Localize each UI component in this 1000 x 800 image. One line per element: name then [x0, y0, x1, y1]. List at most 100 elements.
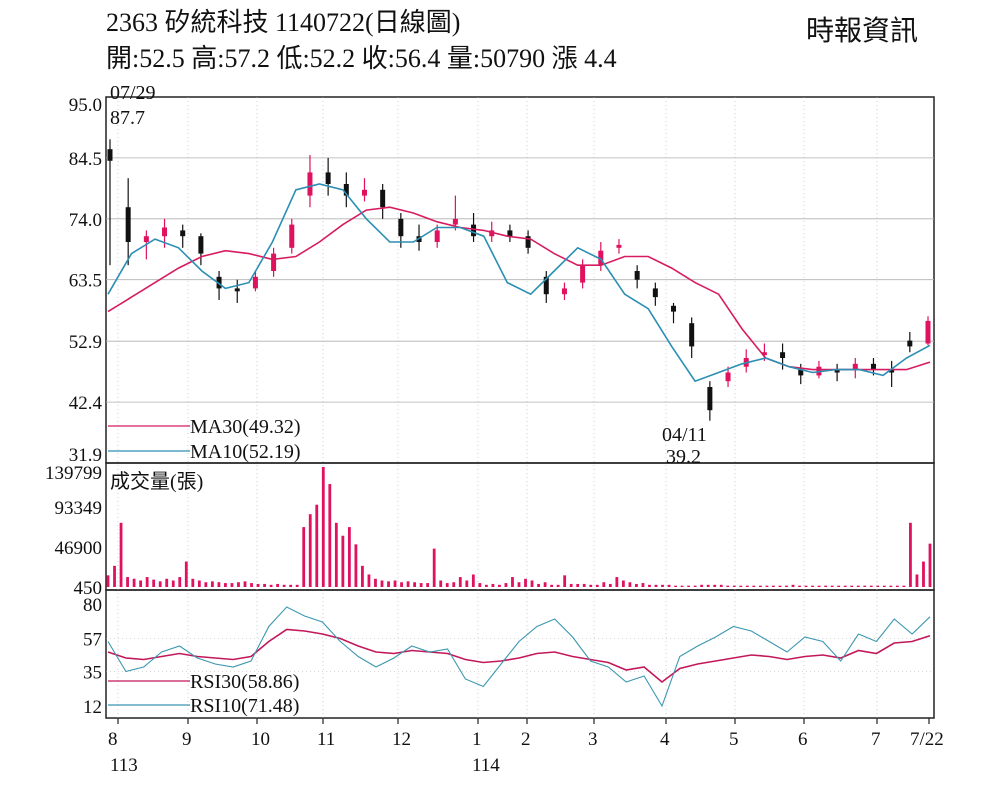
candle-body	[471, 224, 477, 237]
x-tick-label: 10	[251, 729, 270, 750]
x-tick-label: 12	[392, 729, 411, 750]
volume-bar	[635, 583, 638, 587]
volume-bar	[165, 578, 169, 587]
candle-body	[234, 288, 240, 292]
x-tick-label: 6	[798, 729, 808, 750]
volume-bar	[595, 584, 599, 587]
rsi-tick-label: 12	[83, 697, 102, 718]
volume-bar	[543, 582, 547, 587]
volume-bar	[139, 580, 143, 587]
volume-bar	[204, 582, 208, 587]
volume-bar	[576, 583, 580, 587]
volume-bar	[628, 582, 632, 587]
candle-body	[343, 184, 349, 196]
x-tick-label: 1	[472, 729, 482, 750]
volume-bar	[282, 584, 286, 587]
volume-bar	[145, 577, 149, 587]
volume-bar	[184, 561, 188, 587]
volume-bar	[119, 522, 123, 587]
volume-bar	[445, 583, 449, 587]
rsi-panel-frame	[105, 589, 935, 719]
candle-body	[870, 363, 876, 370]
candle-body	[907, 340, 913, 347]
volume-bar	[732, 585, 736, 587]
volume-bar	[197, 580, 201, 587]
volume-bar	[902, 585, 906, 587]
volume-bar	[263, 583, 266, 587]
candle-body	[580, 265, 586, 283]
price-tick-label: 95.0	[69, 95, 102, 116]
volume-bar	[582, 583, 586, 587]
volume-tick-label: 450	[74, 578, 103, 599]
volume-bar	[224, 583, 227, 587]
volume-bar	[589, 584, 593, 587]
candle-body	[162, 227, 168, 237]
candle-body	[925, 320, 931, 344]
volume-bar	[243, 581, 247, 587]
volume-bar	[602, 582, 606, 587]
volume-bar	[700, 584, 704, 587]
year-label: 113	[110, 755, 138, 776]
volume-bar	[432, 548, 436, 587]
volume-bar	[687, 585, 691, 587]
rsi30-line	[107, 628, 931, 684]
candle-body	[561, 288, 567, 295]
candle-body	[798, 369, 804, 376]
volume-bar	[171, 580, 175, 587]
volume-bar	[113, 565, 116, 587]
candle-body	[852, 363, 858, 370]
volume-bar	[772, 585, 775, 587]
low-date-annotation: 04/11	[662, 424, 707, 446]
volume-bar	[308, 514, 312, 587]
volume-bar	[276, 583, 280, 587]
volume-bar	[237, 582, 240, 587]
volume-bar	[341, 535, 345, 587]
volume-bar	[863, 585, 867, 587]
candle-body	[634, 271, 640, 280]
ma30-legend-label: MA30(49.32)	[190, 416, 301, 438]
volume-bar	[778, 585, 782, 587]
ohlc-summary: 開:52.5 高:57.2 低:52.2 收:56.4 量:50790 漲 4.…	[106, 44, 617, 73]
volume-bar	[295, 584, 299, 587]
volume-bar	[648, 584, 651, 587]
volume-bar	[765, 585, 769, 587]
volume-bar	[895, 585, 899, 587]
volume-bar	[126, 577, 129, 587]
x-tick-label: 3	[588, 729, 598, 750]
volume-bar	[915, 574, 919, 587]
x-tick-label: 8	[108, 729, 118, 750]
volume-bar	[256, 583, 260, 587]
volume-bar	[152, 579, 156, 587]
x-tick-label: 2	[521, 729, 531, 750]
volume-tick-label: 139799	[45, 463, 102, 484]
candle-body	[780, 352, 786, 359]
volume-bar	[726, 585, 730, 587]
volume-bar	[289, 584, 293, 587]
volume-bar	[419, 583, 423, 587]
volume-bar	[758, 585, 762, 587]
x-tick-label: 4	[660, 729, 670, 750]
candle-body	[398, 218, 404, 237]
x-tick-label: 9	[182, 729, 192, 750]
volume-bar	[406, 581, 410, 587]
volume-bar	[347, 527, 351, 587]
volume-bar	[328, 484, 332, 587]
volume-bar	[680, 585, 684, 587]
candle-body	[489, 230, 495, 237]
volume-bar	[706, 584, 710, 587]
volume-bar	[621, 580, 625, 587]
volume-bar	[608, 583, 612, 587]
volume-bar	[693, 585, 697, 587]
volume-bar	[361, 565, 364, 587]
volume-bar	[837, 585, 841, 587]
volume-bar	[824, 585, 828, 587]
volume-bar	[413, 582, 417, 587]
volume-bar	[739, 585, 743, 587]
candle-body	[525, 236, 531, 248]
volume-bar	[439, 580, 443, 587]
candle-body	[543, 276, 549, 295]
volume-bar	[484, 584, 488, 587]
volume-bar	[817, 585, 821, 587]
volume-bar	[504, 583, 508, 587]
price-tick-label: 52.9	[69, 332, 102, 353]
